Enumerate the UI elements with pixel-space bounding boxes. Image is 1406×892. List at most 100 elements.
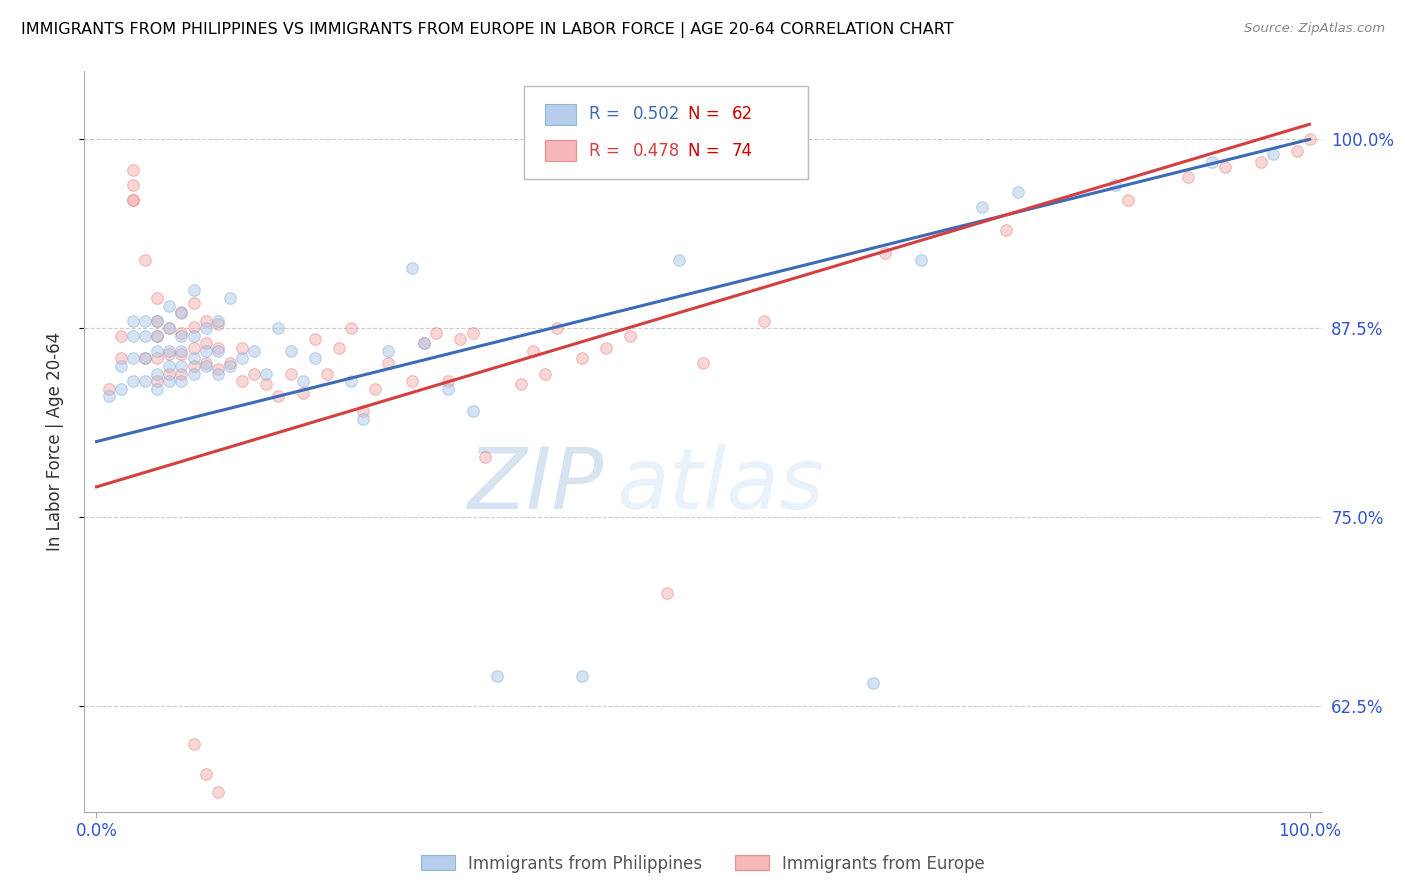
Point xyxy=(1116,193,1139,207)
Point xyxy=(157,374,180,388)
Point xyxy=(122,313,145,327)
Point xyxy=(110,382,132,396)
Point xyxy=(183,359,205,373)
Point xyxy=(340,321,363,335)
Point xyxy=(170,306,193,320)
Point xyxy=(146,343,169,358)
Point xyxy=(170,347,193,361)
Text: 0.478: 0.478 xyxy=(633,142,679,160)
Point xyxy=(291,386,314,401)
Point xyxy=(873,245,896,260)
Point xyxy=(401,260,423,275)
Point xyxy=(510,377,533,392)
Point xyxy=(122,351,145,366)
Point xyxy=(122,193,145,207)
Point xyxy=(340,374,363,388)
Point xyxy=(219,356,242,370)
Point xyxy=(243,367,266,381)
Point xyxy=(425,326,447,340)
Text: N =: N = xyxy=(688,105,725,123)
Point xyxy=(377,356,399,370)
Point xyxy=(146,382,169,396)
Point xyxy=(122,193,145,207)
Point xyxy=(122,374,145,388)
Point xyxy=(110,359,132,373)
Text: 74: 74 xyxy=(731,142,752,160)
Point xyxy=(1213,160,1236,174)
Point xyxy=(243,343,266,358)
Point xyxy=(157,299,180,313)
Point xyxy=(183,351,205,366)
Point xyxy=(522,343,544,358)
FancyBboxPatch shape xyxy=(523,87,808,178)
Point xyxy=(146,328,169,343)
Point xyxy=(619,328,641,343)
Text: R =: R = xyxy=(589,105,626,123)
Point xyxy=(571,351,593,366)
Point xyxy=(231,374,253,388)
Point xyxy=(146,351,169,366)
Point xyxy=(474,450,496,464)
Point xyxy=(170,328,193,343)
Point xyxy=(595,341,617,355)
Point xyxy=(122,328,145,343)
Point xyxy=(170,343,193,358)
Point xyxy=(194,336,217,351)
Point xyxy=(207,317,229,331)
Point xyxy=(134,351,156,366)
Point xyxy=(170,326,193,340)
Point xyxy=(304,332,326,346)
Point xyxy=(97,382,120,396)
Point xyxy=(194,343,217,358)
Point xyxy=(194,767,217,781)
Point xyxy=(546,321,568,335)
Point xyxy=(267,321,290,335)
Y-axis label: In Labor Force | Age 20-64: In Labor Force | Age 20-64 xyxy=(45,332,63,551)
Point xyxy=(437,382,460,396)
Point xyxy=(352,412,374,426)
Point xyxy=(157,359,180,373)
Point xyxy=(413,336,436,351)
Bar xyxy=(544,140,575,161)
Point xyxy=(183,284,205,298)
Point xyxy=(157,343,180,358)
Point xyxy=(655,585,678,599)
Point xyxy=(146,328,169,343)
Point xyxy=(219,291,242,305)
Text: Source: ZipAtlas.com: Source: ZipAtlas.com xyxy=(1244,22,1385,36)
Point xyxy=(146,291,169,305)
Point xyxy=(352,404,374,418)
Legend: Immigrants from Philippines, Immigrants from Europe: Immigrants from Philippines, Immigrants … xyxy=(415,848,991,880)
Point xyxy=(183,341,205,355)
Point xyxy=(1298,132,1320,146)
Point xyxy=(328,341,350,355)
Text: ZIP: ZIP xyxy=(468,444,605,527)
Point xyxy=(157,321,180,335)
Point xyxy=(280,343,302,358)
Text: atlas: atlas xyxy=(616,444,824,527)
Point xyxy=(231,351,253,366)
Point xyxy=(377,343,399,358)
Point xyxy=(449,332,471,346)
Bar xyxy=(544,104,575,125)
Point xyxy=(183,295,205,310)
Point xyxy=(194,359,217,373)
Point xyxy=(291,374,314,388)
Point xyxy=(1250,155,1272,169)
Point xyxy=(170,367,193,381)
Point xyxy=(668,253,690,268)
Point xyxy=(485,669,508,683)
Point xyxy=(134,313,156,327)
Point xyxy=(183,367,205,381)
Point xyxy=(219,359,242,373)
Point xyxy=(146,367,169,381)
Point xyxy=(1007,186,1029,200)
Point xyxy=(364,382,387,396)
Point xyxy=(207,341,229,355)
Point xyxy=(170,359,193,373)
Point xyxy=(1201,155,1223,169)
Point xyxy=(134,374,156,388)
Point xyxy=(183,319,205,334)
Point xyxy=(97,389,120,403)
Point xyxy=(183,328,205,343)
